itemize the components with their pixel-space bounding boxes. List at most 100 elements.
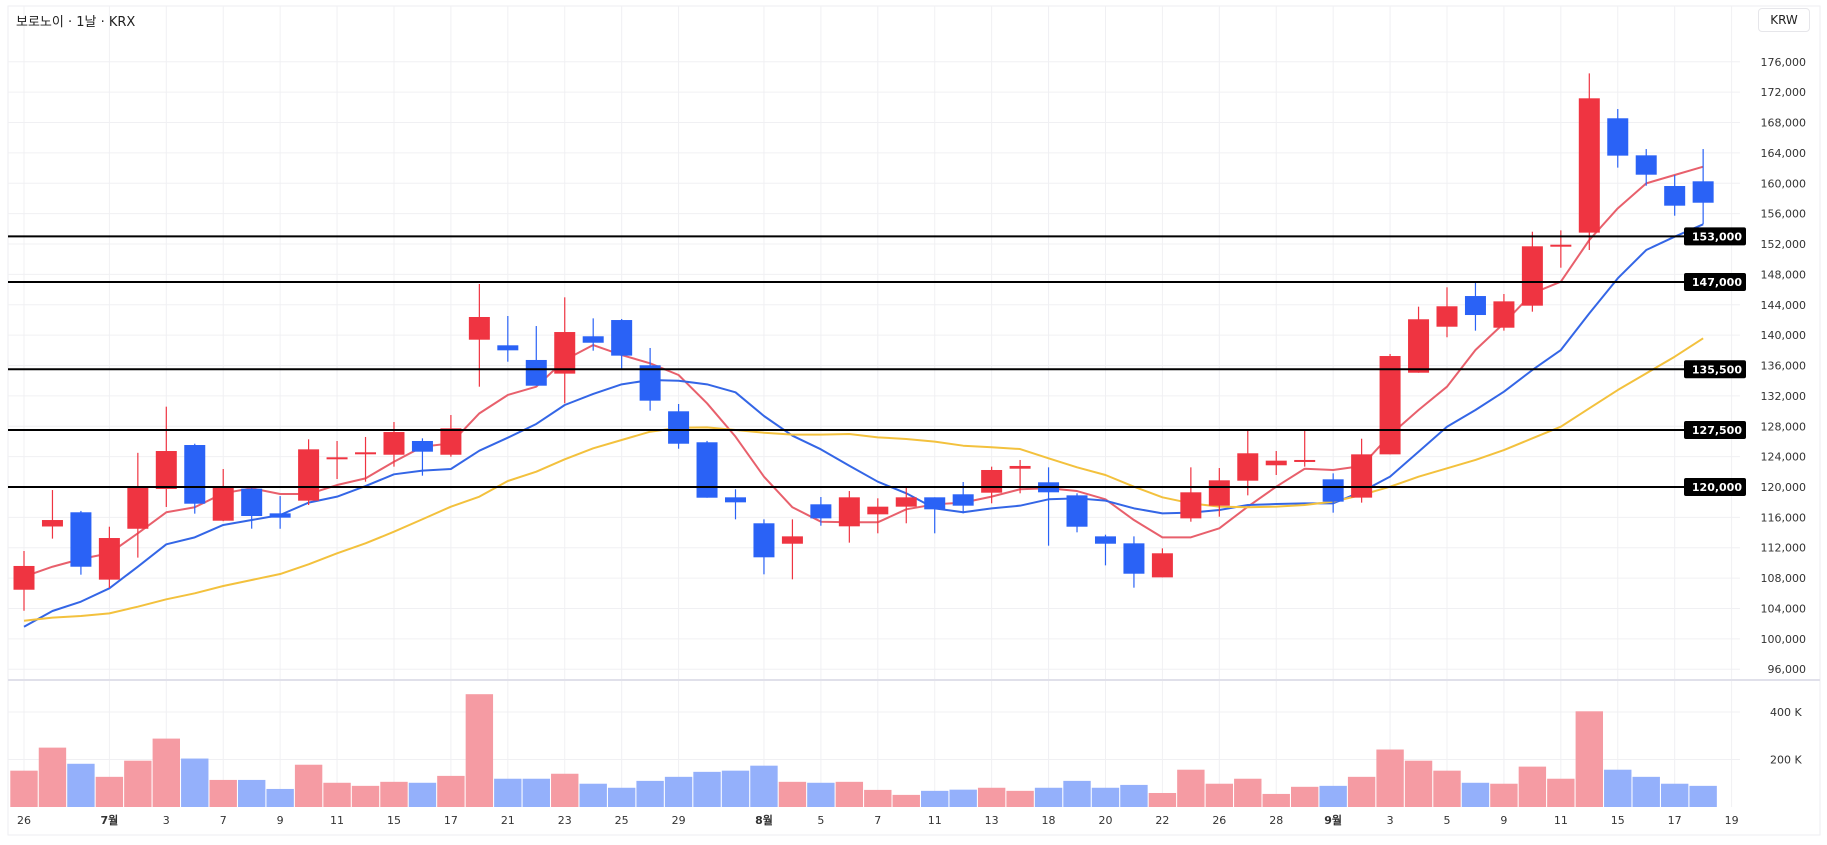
candle-body	[696, 442, 718, 498]
candle-body	[611, 320, 633, 356]
candle-body	[440, 428, 462, 455]
volume-bar	[1177, 769, 1205, 807]
candle	[1664, 175, 1686, 216]
candle-body	[1351, 454, 1373, 498]
candle-body	[1379, 356, 1401, 455]
price-tick-label: 172,000	[1761, 86, 1807, 99]
volume-bar	[1604, 769, 1632, 807]
candle-body	[1180, 492, 1202, 519]
volume-bar	[750, 765, 778, 807]
time-tick-label: 13	[985, 814, 999, 827]
volume-tick-label: 200 K	[1770, 754, 1802, 767]
candle	[98, 526, 120, 588]
candle	[611, 318, 633, 370]
candle-body	[952, 494, 974, 506]
volume-bar	[95, 776, 124, 807]
volume-bar	[1461, 782, 1490, 807]
price-tick-label: 112,000	[1761, 542, 1807, 555]
candle-body	[155, 451, 177, 489]
volume-bar	[1262, 793, 1290, 807]
candle	[212, 469, 234, 522]
candle-body	[1208, 480, 1230, 506]
candle	[1521, 231, 1543, 312]
candle-body	[269, 513, 291, 518]
time-tick-label: 17	[444, 814, 458, 827]
time-tick-label: 19	[1725, 814, 1739, 827]
candle	[725, 489, 746, 520]
time-tick-label: 29	[672, 814, 686, 827]
candle-body	[781, 536, 803, 544]
volume-bar	[1063, 780, 1091, 807]
candle-body	[725, 497, 746, 503]
price-tick-label: 144,000	[1761, 299, 1807, 312]
candle-body	[1294, 459, 1316, 462]
candle	[639, 347, 661, 411]
time-tick-label: 11	[928, 814, 942, 827]
candle	[184, 443, 206, 514]
price-tick-label: 120,000	[1761, 481, 1807, 494]
time-tick-label: 26	[1212, 814, 1226, 827]
candle-body	[298, 449, 320, 501]
volume-bar	[949, 789, 977, 807]
candle	[1408, 306, 1430, 373]
candle	[127, 452, 149, 558]
candle-body	[184, 445, 206, 504]
candle-body	[582, 336, 604, 343]
volume-bar	[892, 794, 920, 807]
candle	[924, 497, 946, 534]
price-tick-label: 100,000	[1761, 633, 1807, 646]
price-tick-label: 136,000	[1761, 360, 1807, 373]
time-tick-label: 18	[1042, 814, 1056, 827]
candle	[497, 316, 519, 362]
candle	[838, 491, 860, 543]
candle	[298, 439, 320, 505]
price-tick-label: 168,000	[1761, 117, 1807, 130]
candle	[1351, 438, 1373, 503]
price-tick-label: 116,000	[1761, 511, 1807, 524]
candle-body	[1664, 186, 1686, 206]
time-tick-label: 15	[387, 814, 401, 827]
currency-button[interactable]: KRW	[1758, 8, 1810, 32]
candle-body	[525, 359, 547, 386]
price-tick-label: 176,000	[1761, 56, 1807, 69]
volume-bar	[1205, 783, 1234, 807]
chart-frame	[7, 5, 1821, 836]
volume-bar	[380, 781, 408, 807]
candle-body	[355, 452, 377, 455]
volume-bar	[607, 787, 636, 807]
volume-bar	[152, 738, 180, 807]
price-tick-label: 124,000	[1761, 451, 1807, 464]
candle	[1436, 287, 1458, 338]
volume-bar	[1689, 785, 1717, 807]
candle	[554, 297, 576, 404]
candle-body	[1151, 553, 1173, 578]
level-label: 153,000	[1692, 230, 1742, 243]
volume-bar	[1120, 784, 1148, 807]
volume-bar	[1547, 778, 1575, 807]
time-tick-label: 3	[1387, 814, 1394, 827]
candle	[1294, 429, 1316, 467]
price-tick-label: 156,000	[1761, 208, 1807, 221]
time-tick-label: 22	[1155, 814, 1169, 827]
time-tick-label: 3	[163, 814, 170, 827]
volume-bar	[1091, 787, 1120, 807]
candle	[781, 519, 803, 580]
candle-body	[639, 365, 661, 401]
volume-bar	[465, 694, 494, 807]
volume-bar	[1347, 776, 1376, 807]
candle	[1464, 281, 1486, 331]
time-tick-label: 5	[1444, 814, 1451, 827]
volume-bar	[294, 764, 323, 807]
candle-body	[1692, 181, 1714, 203]
volume-bar	[10, 770, 38, 807]
volume-bar	[209, 779, 237, 807]
candle	[1066, 493, 1088, 533]
candle-body	[810, 504, 832, 519]
time-tick-label: 17	[1668, 814, 1682, 827]
candle	[1635, 149, 1657, 186]
level-label: 120,000	[1692, 481, 1742, 494]
candle-body	[1237, 453, 1259, 481]
candle	[668, 404, 690, 449]
candle-body	[1009, 465, 1031, 469]
